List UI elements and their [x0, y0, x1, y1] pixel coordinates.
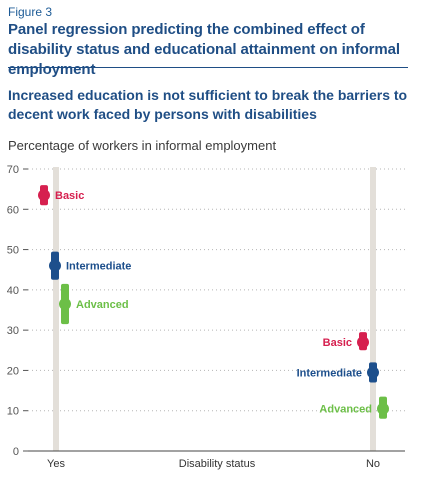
y-ticks: 0 10 20 30 40 50 60 70	[7, 164, 28, 458]
x-axis-label: Disability status	[179, 458, 256, 470]
figure-label: Figure 3	[8, 5, 53, 19]
label-advanced-no: Advanced	[319, 404, 372, 416]
point-basic-yes	[38, 189, 50, 202]
category-band-no	[370, 167, 376, 451]
point-advanced-yes	[59, 297, 71, 310]
y-axis-label: Percentage of workers in informal employ…	[8, 138, 277, 153]
chart-title: Panel regression predicting the combined…	[8, 21, 400, 78]
label-intermediate-no: Intermediate	[297, 367, 362, 379]
label-advanced-yes: Advanced	[76, 299, 129, 311]
point-advanced-no	[377, 402, 389, 415]
label-basic-no: Basic	[323, 337, 352, 349]
x-category-no: No	[366, 458, 380, 470]
y-tick-label-30: 30	[7, 325, 19, 337]
chart-subtitle: Increased education is not sufficient to…	[8, 87, 408, 122]
y-tick-label-10: 10	[7, 406, 19, 418]
point-basic-no	[357, 336, 369, 349]
x-category-yes: Yes	[47, 458, 65, 470]
grid-lines	[28, 168, 405, 412]
y-tick-label-60: 60	[7, 204, 19, 216]
category-band-yes	[53, 167, 59, 451]
label-basic-yes: Basic	[55, 190, 84, 202]
y-tick-label-40: 40	[7, 285, 19, 297]
title-rule	[8, 67, 408, 68]
point-intermediate-yes	[49, 259, 61, 272]
y-tick-label-0: 0	[13, 446, 19, 458]
label-intermediate-yes: Intermediate	[66, 261, 131, 273]
y-tick-label-70: 70	[7, 164, 19, 176]
x-categories: Yes No	[47, 458, 380, 470]
data-marks: Basic Basic Intermediate Intermediate Advanc…	[38, 185, 389, 419]
y-tick-label-50: 50	[7, 245, 19, 257]
y-tick-label-20: 20	[7, 365, 19, 377]
category-bands	[53, 167, 376, 451]
point-intermediate-no	[367, 366, 379, 379]
